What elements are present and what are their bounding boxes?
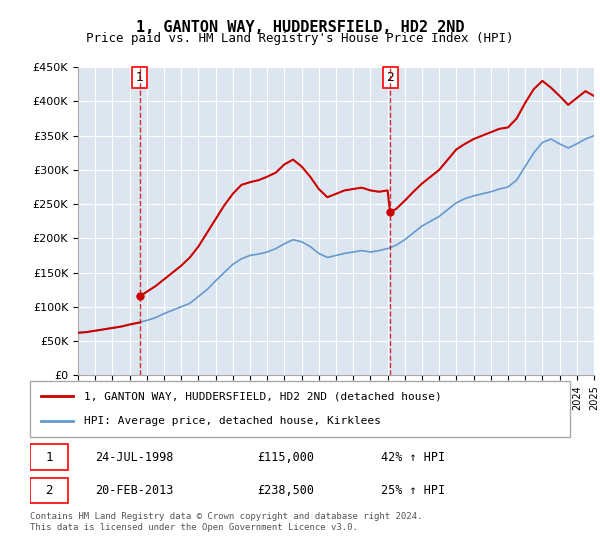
Text: 1: 1 bbox=[136, 71, 143, 84]
Text: 2: 2 bbox=[45, 484, 53, 497]
Text: 42% ↑ HPI: 42% ↑ HPI bbox=[381, 451, 445, 464]
Text: 1, GANTON WAY, HUDDERSFIELD, HD2 2ND: 1, GANTON WAY, HUDDERSFIELD, HD2 2ND bbox=[136, 20, 464, 35]
Text: 25% ↑ HPI: 25% ↑ HPI bbox=[381, 484, 445, 497]
Text: Contains HM Land Registry data © Crown copyright and database right 2024.
This d: Contains HM Land Registry data © Crown c… bbox=[30, 512, 422, 532]
Text: HPI: Average price, detached house, Kirklees: HPI: Average price, detached house, Kirk… bbox=[84, 416, 381, 426]
Text: 1, GANTON WAY, HUDDERSFIELD, HD2 2ND (detached house): 1, GANTON WAY, HUDDERSFIELD, HD2 2ND (de… bbox=[84, 391, 442, 402]
Text: Price paid vs. HM Land Registry's House Price Index (HPI): Price paid vs. HM Land Registry's House … bbox=[86, 32, 514, 45]
Text: 24-JUL-1998: 24-JUL-1998 bbox=[95, 451, 173, 464]
Text: £238,500: £238,500 bbox=[257, 484, 314, 497]
FancyBboxPatch shape bbox=[30, 478, 68, 503]
Text: 20-FEB-2013: 20-FEB-2013 bbox=[95, 484, 173, 497]
Text: 1: 1 bbox=[45, 451, 53, 464]
FancyBboxPatch shape bbox=[30, 381, 570, 437]
Text: £115,000: £115,000 bbox=[257, 451, 314, 464]
FancyBboxPatch shape bbox=[30, 444, 68, 470]
Text: 2: 2 bbox=[386, 71, 394, 84]
